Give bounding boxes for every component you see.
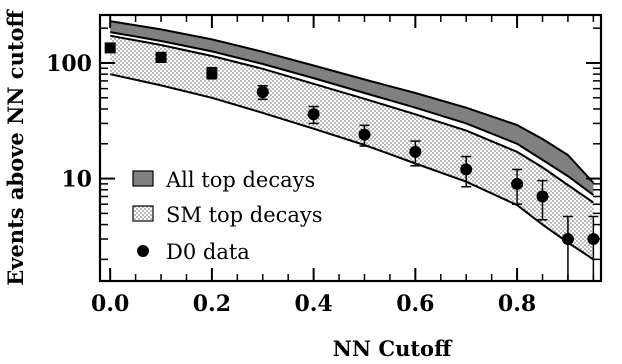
data-point	[206, 67, 218, 79]
data-point	[104, 42, 116, 54]
x-tick-label: 0.2	[193, 291, 231, 317]
y-tick-label: 100	[46, 51, 92, 77]
legend-marker-d0	[137, 245, 149, 257]
data-point	[460, 163, 473, 176]
data-point	[307, 108, 320, 121]
axes: 0.0 0.2 0.4 0.6 0.8 10 100	[46, 13, 603, 317]
legend-swatch-all-top	[132, 170, 154, 187]
legend-label: All top decays	[165, 168, 315, 192]
plot-frame	[98, 13, 603, 283]
sm-top-band	[110, 35, 594, 260]
data-point	[256, 86, 269, 99]
data-point	[511, 177, 524, 190]
data-point	[536, 190, 549, 203]
bands-layer	[109, 20, 595, 261]
all-top-band	[110, 21, 594, 196]
x-tick-label: 0.4	[294, 291, 332, 317]
sm-top-band-upper-edge	[110, 34, 594, 204]
data-point	[358, 128, 371, 141]
x-axis-title: NN Cutoff	[333, 336, 453, 361]
legend: All top decays SM top decays D0 data	[132, 168, 323, 264]
legend-label: D0 data	[166, 240, 250, 264]
legend-label: SM top decays	[166, 203, 323, 227]
data-points-layer	[104, 42, 600, 281]
x-tick-label: 0.0	[91, 291, 129, 317]
data-point	[155, 51, 167, 63]
y-tick-label: 10	[61, 167, 92, 193]
all-top-band-lower-edge	[110, 31, 594, 196]
y-axis-title: Events above NN cutoff	[3, 8, 28, 285]
all-top-band-upper-edge	[110, 20, 595, 184]
data-point	[561, 233, 574, 246]
sm-top-band-lower-edge	[109, 73, 594, 261]
legend-swatch-sm-top	[132, 205, 154, 222]
x-tick-label: 0.8	[498, 291, 536, 317]
x-tick-label: 0.6	[396, 291, 434, 317]
data-point	[409, 145, 422, 158]
